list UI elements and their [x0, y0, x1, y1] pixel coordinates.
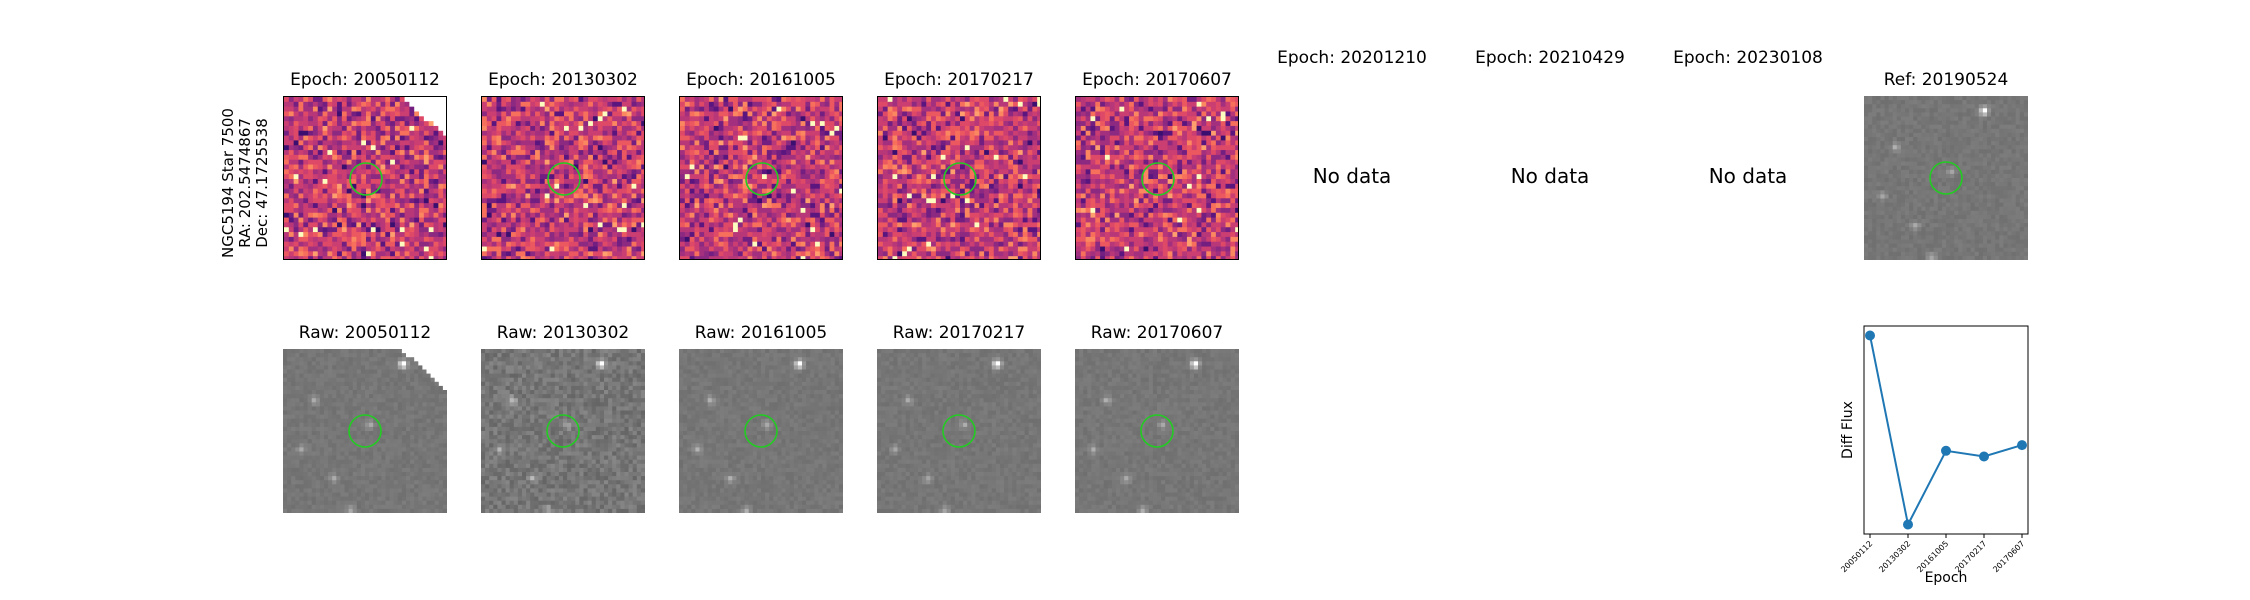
ref-image	[1864, 96, 2028, 260]
diff-image-3	[877, 96, 1041, 260]
raw-title-3: Raw: 20170217	[892, 323, 1026, 343]
raw-title-0: Raw: 20050112	[298, 323, 432, 343]
aperture-circle	[745, 162, 779, 196]
star-name: NGC5194 Star 7500	[219, 108, 237, 258]
plot-frame	[1863, 325, 2029, 535]
diff-image-1	[481, 96, 645, 260]
light-curve-chart: 20050112 20130302 20161005 20170217 20170607…	[1839, 325, 2029, 586]
x-tick-label: 20170607	[1991, 539, 2026, 574]
raw-image-4	[1075, 349, 1239, 513]
aperture-circle	[744, 414, 778, 448]
y-axis-label: Diff Flux	[1840, 401, 1856, 459]
diff-title-7: Epoch: 20230108	[1673, 48, 1823, 68]
diff-title-6: Epoch: 20210429	[1475, 48, 1625, 68]
raw-image-1	[481, 349, 645, 513]
aperture-circle	[1141, 162, 1175, 196]
raw-image-2	[679, 349, 843, 513]
aperture-circle	[348, 414, 382, 448]
data-point	[1865, 330, 1875, 341]
no-data-text-6: No data	[1510, 164, 1590, 188]
diff-title-3: Epoch: 20170217	[884, 70, 1034, 90]
x-axis-label: Epoch	[1925, 570, 1968, 586]
raw-image-3	[877, 349, 1041, 513]
diff-title-5: Epoch: 20201210	[1277, 48, 1427, 68]
aperture-circle	[547, 162, 581, 196]
star-info-label: NGC5194 Star 7500 RA: 202.5474867 Dec: 4…	[219, 108, 284, 258]
diff-image-2	[679, 96, 843, 260]
star-dec: Dec: 47.1725538	[253, 118, 271, 248]
aperture-circle	[942, 414, 976, 448]
x-tick-label: 20161005	[1915, 539, 1950, 574]
x-tick-label: 20050112	[1839, 539, 1874, 574]
diff-title-2: Epoch: 20161005	[686, 70, 836, 90]
diff-title-0: Epoch: 20050112	[290, 70, 440, 90]
aperture-circle	[1929, 161, 1963, 195]
diff-title-4: Epoch: 20170607	[1082, 70, 1232, 90]
raw-title-1: Raw: 20130302	[496, 323, 630, 343]
aperture-circle	[1140, 414, 1174, 448]
data-point	[1903, 519, 1913, 530]
star-ra: RA: 202.5474867	[236, 118, 254, 248]
no-data-text-5: No data	[1312, 164, 1392, 188]
data-point	[1979, 451, 1989, 462]
data-point	[2017, 440, 2027, 451]
aperture-circle	[349, 162, 383, 196]
diff-image-4	[1075, 96, 1239, 260]
raw-image-0	[283, 349, 447, 513]
diff-title-1: Epoch: 20130302	[488, 70, 638, 90]
aperture-circle	[943, 162, 977, 196]
x-tick-label: 20130302	[1877, 539, 1912, 574]
x-tick-label: 20170217	[1953, 539, 1988, 574]
no-data-text-7: No data	[1708, 164, 1788, 188]
ref-title: Ref: 20190524	[1883, 70, 2009, 90]
aperture-circle	[546, 414, 580, 448]
diff-image-0	[283, 96, 447, 260]
data-point	[1941, 445, 1951, 456]
raw-title-2: Raw: 20161005	[694, 323, 828, 343]
raw-title-4: Raw: 20170607	[1090, 323, 1224, 343]
